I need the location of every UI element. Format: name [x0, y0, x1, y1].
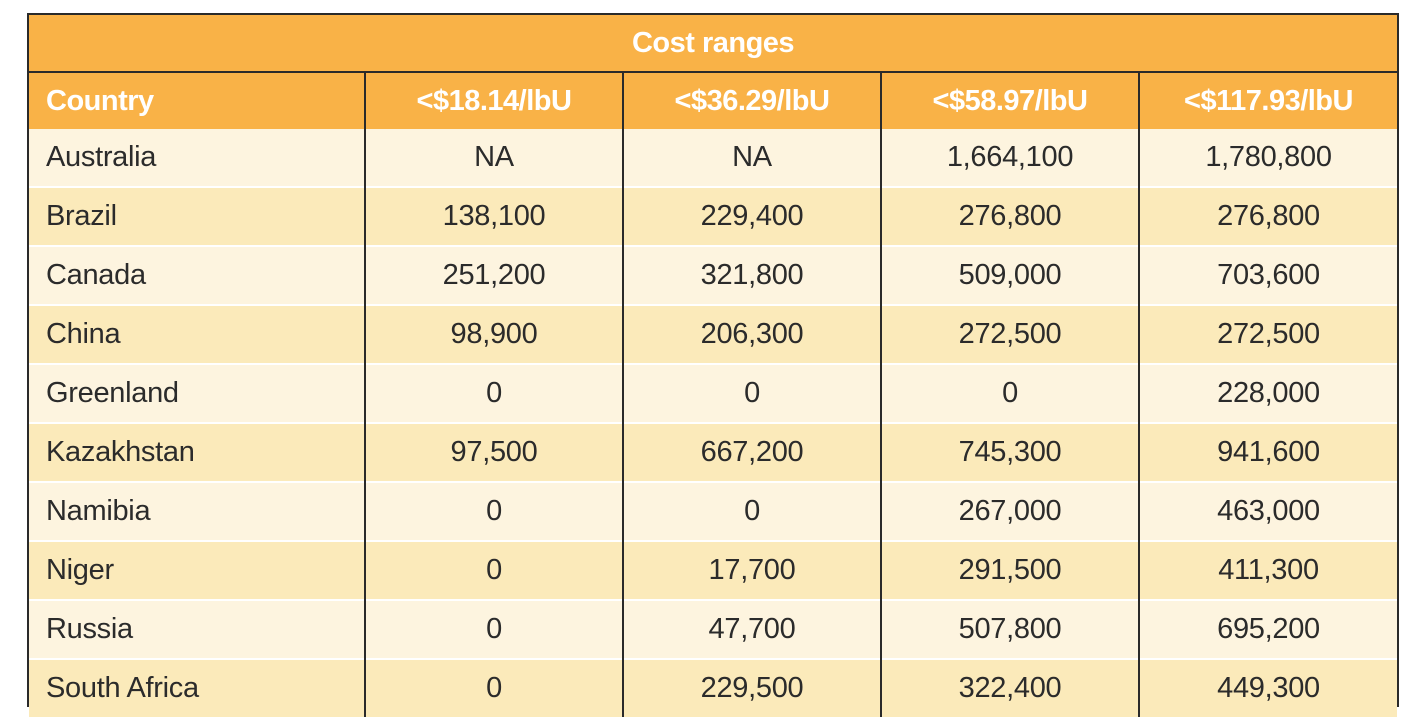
- row-value: 291,500: [881, 540, 1140, 600]
- row-value: 0: [881, 363, 1140, 423]
- column-header-range-4: <$117.93/lbU: [1139, 72, 1397, 129]
- row-value: 276,800: [1139, 186, 1397, 246]
- row-country: Brazil: [29, 186, 366, 246]
- table-row: Australia NA NA 1,664,100 1,780,800: [29, 129, 1397, 187]
- row-value: 272,500: [881, 304, 1140, 364]
- row-country: Russia: [29, 599, 366, 659]
- row-value: 47,700: [623, 599, 882, 659]
- row-value: 449,300: [1139, 658, 1397, 717]
- row-country: South Africa: [29, 658, 366, 717]
- column-header-row: Country <$18.14/lbU <$36.29/lbU <$58.97/…: [29, 72, 1397, 129]
- row-value: 276,800: [881, 186, 1140, 246]
- table-title: Cost ranges: [29, 15, 1397, 73]
- row-value: 941,600: [1139, 422, 1397, 482]
- row-country: Niger: [29, 540, 366, 600]
- row-value: 0: [365, 363, 624, 423]
- row-value: 463,000: [1139, 481, 1397, 541]
- cost-ranges-table-frame: Cost ranges Country <$18.14/lbU <$36.29/…: [27, 13, 1399, 717]
- row-value: 695,200: [1139, 599, 1397, 659]
- row-country: Greenland: [29, 363, 366, 423]
- table-row: South Africa 0 229,500 322,400 449,300: [29, 658, 1397, 717]
- row-value: 229,500: [623, 658, 882, 717]
- row-value: 321,800: [623, 245, 882, 305]
- table-row: Namibia 0 0 267,000 463,000: [29, 481, 1397, 541]
- row-value: 267,000: [881, 481, 1140, 541]
- row-country: Namibia: [29, 481, 366, 541]
- row-value: 0: [365, 599, 624, 659]
- row-country: Australia: [29, 129, 366, 187]
- table-row: Greenland 0 0 0 228,000: [29, 363, 1397, 423]
- row-value: 272,500: [1139, 304, 1397, 364]
- row-value: 228,000: [1139, 363, 1397, 423]
- row-value: 411,300: [1139, 540, 1397, 600]
- table-row: China 98,900 206,300 272,500 272,500: [29, 304, 1397, 364]
- row-value: 229,400: [623, 186, 882, 246]
- row-value: 1,664,100: [881, 129, 1140, 187]
- column-header-range-3: <$58.97/lbU: [881, 72, 1140, 129]
- table-row: Russia 0 47,700 507,800 695,200: [29, 599, 1397, 659]
- row-value: 138,100: [365, 186, 624, 246]
- column-header-range-1: <$18.14/lbU: [365, 72, 624, 129]
- row-value: NA: [623, 129, 882, 187]
- row-value: 251,200: [365, 245, 624, 305]
- table-title-row: Cost ranges: [29, 15, 1397, 73]
- table-row: Niger 0 17,700 291,500 411,300: [29, 540, 1397, 600]
- column-header-country: Country: [29, 72, 366, 129]
- row-value: 507,800: [881, 599, 1140, 659]
- row-value: 206,300: [623, 304, 882, 364]
- row-value: 745,300: [881, 422, 1140, 482]
- row-country: Canada: [29, 245, 366, 305]
- row-value: 667,200: [623, 422, 882, 482]
- row-value: 97,500: [365, 422, 624, 482]
- row-value: 322,400: [881, 658, 1140, 717]
- row-value: 0: [365, 658, 624, 717]
- row-value: 703,600: [1139, 245, 1397, 305]
- row-value: NA: [365, 129, 624, 187]
- table-row: Brazil 138,100 229,400 276,800 276,800: [29, 186, 1397, 246]
- row-value: 509,000: [881, 245, 1140, 305]
- row-value: 98,900: [365, 304, 624, 364]
- row-value: 0: [365, 540, 624, 600]
- row-value: 1,780,800: [1139, 129, 1397, 187]
- row-value: 0: [365, 481, 624, 541]
- row-value: 17,700: [623, 540, 882, 600]
- row-country: Kazakhstan: [29, 422, 366, 482]
- row-value: 0: [623, 363, 882, 423]
- table-row: Canada 251,200 321,800 509,000 703,600: [29, 245, 1397, 305]
- row-country: China: [29, 304, 366, 364]
- column-header-range-2: <$36.29/lbU: [623, 72, 882, 129]
- table-row: Kazakhstan 97,500 667,200 745,300 941,60…: [29, 422, 1397, 482]
- cost-ranges-table: Cost ranges Country <$18.14/lbU <$36.29/…: [29, 15, 1397, 717]
- row-value: 0: [623, 481, 882, 541]
